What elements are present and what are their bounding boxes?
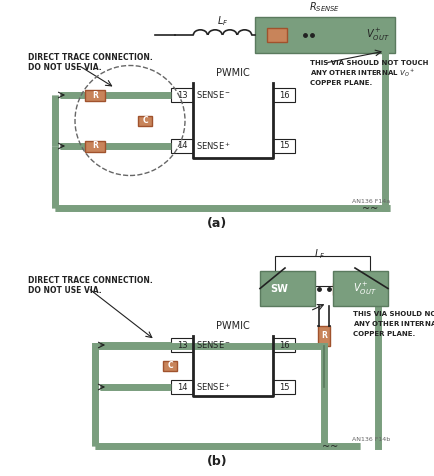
Text: ~~: ~~: [321, 442, 337, 452]
FancyBboxPatch shape: [274, 256, 369, 286]
FancyBboxPatch shape: [273, 380, 294, 394]
Text: 13: 13: [176, 90, 187, 99]
Text: ~~: ~~: [361, 204, 377, 214]
Text: SW: SW: [270, 284, 287, 294]
Text: THIS VIA SHOULD NOT TOUCH
ANY OTHER INTERNAL $V_O$$^+$
COPPER PLANE.: THIS VIA SHOULD NOT TOUCH ANY OTHER INTE…: [309, 60, 427, 86]
Text: 16: 16: [278, 340, 289, 349]
FancyBboxPatch shape: [85, 89, 105, 100]
Text: (a): (a): [207, 217, 227, 230]
FancyBboxPatch shape: [266, 28, 286, 42]
FancyBboxPatch shape: [171, 338, 193, 352]
FancyBboxPatch shape: [260, 271, 314, 306]
Text: 15: 15: [278, 141, 289, 150]
Text: C: C: [142, 116, 148, 125]
Text: SENSE$^-$: SENSE$^-$: [196, 339, 230, 350]
Text: 14: 14: [176, 383, 187, 391]
Text: 15: 15: [278, 383, 289, 391]
Text: R: R: [92, 90, 98, 99]
Text: PWMIC: PWMIC: [216, 68, 249, 78]
FancyBboxPatch shape: [163, 361, 177, 371]
Text: SENSE$^-$: SENSE$^-$: [196, 89, 230, 100]
Text: $R_{SENSE}$: $R_{SENSE}$: [309, 0, 340, 14]
Text: THIS VIA SHOULD NOT TOUCH
ANY OTHER INTERNAL $V_O$$^+$
COPPER PLANE.: THIS VIA SHOULD NOT TOUCH ANY OTHER INTE…: [352, 311, 434, 337]
Text: AN136 F14b: AN136 F14b: [351, 437, 389, 442]
FancyBboxPatch shape: [273, 139, 294, 153]
Text: DIRECT TRACE CONNECTION.
DO NOT USE VIA.: DIRECT TRACE CONNECTION. DO NOT USE VIA.: [28, 53, 152, 72]
Text: $V_{OUT}^+$: $V_{OUT}^+$: [352, 280, 376, 297]
Text: DIRECT TRACE CONNECTION.
DO NOT USE VIA.: DIRECT TRACE CONNECTION. DO NOT USE VIA.: [28, 276, 152, 296]
FancyBboxPatch shape: [254, 17, 394, 53]
Text: SENSE$^+$: SENSE$^+$: [196, 381, 230, 393]
Text: R: R: [320, 331, 326, 340]
FancyBboxPatch shape: [332, 271, 387, 306]
Text: 14: 14: [176, 141, 187, 150]
FancyBboxPatch shape: [171, 88, 193, 102]
FancyBboxPatch shape: [171, 139, 193, 153]
Text: $L_F$: $L_F$: [314, 247, 325, 261]
FancyBboxPatch shape: [85, 140, 105, 151]
FancyBboxPatch shape: [332, 282, 348, 295]
FancyBboxPatch shape: [294, 282, 310, 295]
Text: 16: 16: [278, 90, 289, 99]
FancyBboxPatch shape: [138, 116, 151, 126]
Text: C: C: [167, 361, 172, 370]
Text: $V_{OUT}^+$: $V_{OUT}^+$: [365, 27, 389, 43]
Text: AN136 F14a: AN136 F14a: [351, 199, 389, 204]
Text: $L_F$: $L_F$: [216, 14, 228, 28]
FancyBboxPatch shape: [171, 380, 193, 394]
Text: 13: 13: [176, 340, 187, 349]
FancyBboxPatch shape: [273, 88, 294, 102]
Text: R: R: [92, 141, 98, 150]
FancyBboxPatch shape: [273, 338, 294, 352]
FancyBboxPatch shape: [317, 326, 329, 346]
Text: (b): (b): [206, 455, 227, 468]
Text: PWMIC: PWMIC: [216, 321, 249, 331]
Text: SENSE$^+$: SENSE$^+$: [196, 140, 230, 152]
